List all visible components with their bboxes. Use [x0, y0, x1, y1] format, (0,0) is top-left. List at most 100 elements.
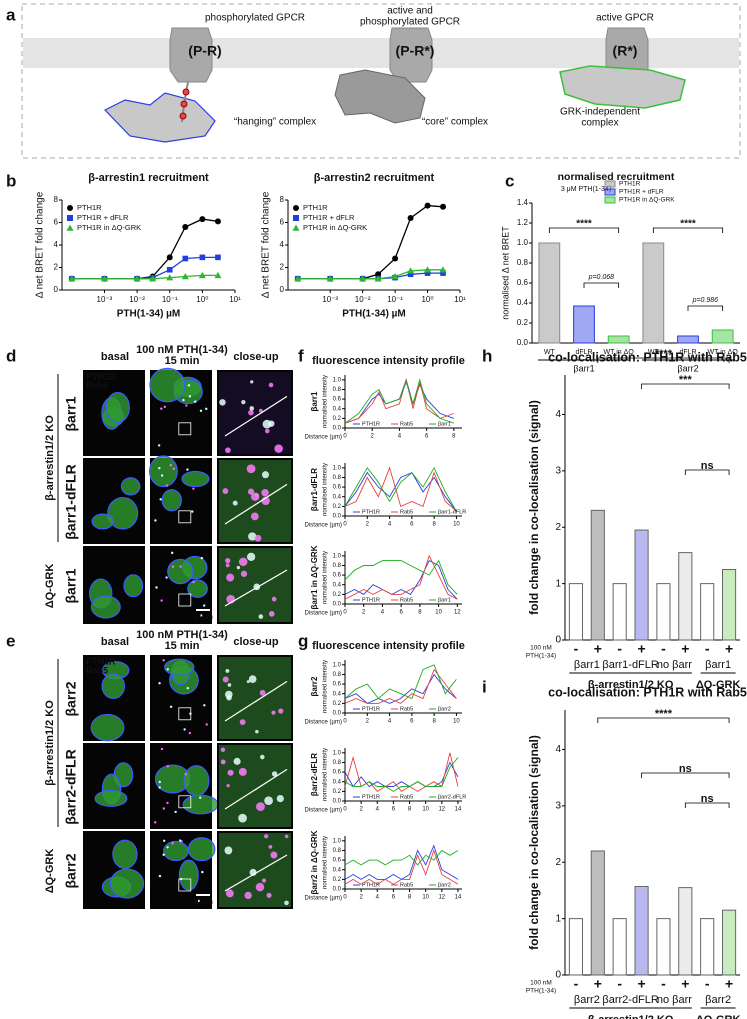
marker — [166, 254, 173, 261]
core-complex — [334, 69, 426, 124]
x-axis-label: Distance (µm) — [305, 611, 342, 617]
x-tick-label: + — [725, 976, 733, 992]
marker — [391, 273, 399, 280]
vesicle — [199, 614, 203, 617]
x-tick-label: 6 — [399, 610, 403, 616]
x-tick-label: - — [574, 641, 579, 657]
x-tick-label: - — [705, 976, 710, 992]
x-axis-label: Distance (µm) — [305, 523, 342, 529]
treatment-label: 100 nM — [530, 645, 552, 652]
zoom-box — [178, 422, 192, 436]
close-up-tint — [219, 460, 291, 542]
vesicle — [202, 604, 206, 607]
marker — [375, 271, 382, 278]
vesicle — [166, 801, 169, 805]
profile-line — [224, 395, 288, 437]
state-code: (R*) — [613, 43, 638, 59]
legend-label: PTH1R — [77, 203, 102, 212]
panel-letter: h — [482, 346, 492, 365]
bar — [656, 583, 671, 641]
channel-label: PTH1R — [86, 371, 116, 381]
x-tick-label: 0 — [343, 610, 347, 616]
series-line — [71, 274, 218, 280]
state-code: (P-R) — [188, 43, 221, 59]
y-tick-label: 0.0 — [333, 514, 342, 520]
x-tick-label: 10 — [422, 895, 429, 901]
significance-bracket — [548, 227, 620, 233]
x-tick-label: 12 — [438, 895, 445, 901]
y-tick-label: 6 — [54, 218, 59, 227]
group-label: β-arrestin1/2 KO — [44, 700, 56, 786]
marker — [215, 254, 221, 261]
legend-label: PTH1R — [362, 706, 380, 712]
x-tick-label: 4 — [381, 610, 385, 616]
row-label: βarr1 — [63, 568, 79, 603]
x-tick-label: 10 — [453, 719, 460, 725]
vesicle — [171, 565, 175, 568]
x-tick-label: 0 — [343, 719, 347, 725]
bar — [590, 509, 605, 641]
y-tick-label: 1.4 — [517, 198, 529, 207]
series-line — [344, 757, 459, 792]
legend-label: βarr2 — [438, 882, 451, 888]
y-tick-label: 0.8 — [333, 760, 342, 766]
panel-letter: a — [6, 5, 16, 24]
x-tick-label: WT in ΔQ — [604, 349, 635, 356]
cell — [90, 595, 121, 619]
vesicle — [284, 834, 289, 839]
vesicle — [160, 747, 164, 751]
vesicle — [241, 400, 246, 405]
vesicle — [271, 771, 278, 777]
marker — [166, 266, 173, 273]
bracket-label: β-arrestin1/2 KO — [588, 679, 674, 691]
state-label: active and — [387, 6, 433, 17]
cell — [120, 477, 141, 496]
x-tick-label: 6 — [392, 807, 396, 813]
treatment-label: PTH(1-34) — [526, 988, 556, 995]
legend-label: PTH1R in ΔQ-GRK — [619, 197, 675, 204]
x-tick-label: 8 — [408, 895, 412, 901]
bar — [642, 242, 665, 344]
complex-label: GRK-independent — [560, 107, 640, 118]
state-code: (P-R*) — [396, 43, 435, 59]
column-title: 100 nM PTH(1-34) — [136, 344, 228, 356]
vesicle — [258, 408, 263, 413]
vesicle — [184, 773, 187, 776]
column-title: 15 min — [165, 355, 200, 367]
y-tick-label: 0.6 — [333, 573, 342, 579]
legend-swatch — [604, 188, 616, 196]
cell — [164, 658, 195, 676]
x-tick-label: - — [661, 976, 666, 992]
significance-bracket — [684, 802, 730, 808]
group-label: βarr2-dFLR — [602, 994, 659, 1006]
row-label: βarr2 — [63, 853, 79, 888]
y-tick-label: 3 — [555, 800, 561, 811]
x-tick-label: 0 — [343, 807, 347, 813]
vesicle — [166, 846, 169, 849]
cell — [123, 574, 144, 598]
series-line — [297, 269, 443, 280]
x-tick-label: 2 — [366, 719, 370, 725]
significance-label: p=0.986 — [692, 297, 719, 304]
legend-label: βarr2 — [438, 706, 451, 712]
legend-label: PTH1R — [303, 203, 328, 212]
x-axis-label: PTH(1-34) µM — [342, 309, 406, 320]
x-tick-label: 2 — [371, 434, 375, 440]
panel-letter: i — [482, 677, 487, 696]
vesicle — [165, 576, 168, 579]
x-tick-label: 4 — [388, 719, 392, 725]
chart-title: fluorescence intensity profile — [312, 355, 465, 367]
y-tick-label: 1.0 — [333, 553, 342, 559]
x-tick-label: 8 — [432, 719, 436, 725]
cell — [94, 790, 128, 807]
series-line — [344, 466, 457, 512]
vesicle — [165, 484, 169, 487]
vesicle — [183, 728, 186, 731]
y-tick-label: 1 — [555, 913, 561, 924]
bar — [590, 850, 605, 976]
x-tick-label: + — [637, 976, 645, 992]
y-tick-label: 0.8 — [333, 848, 342, 854]
y-tick-label: 0.2 — [333, 504, 342, 510]
x-tick-label: 8 — [432, 522, 436, 528]
y-tick-label: 4 — [555, 744, 561, 755]
